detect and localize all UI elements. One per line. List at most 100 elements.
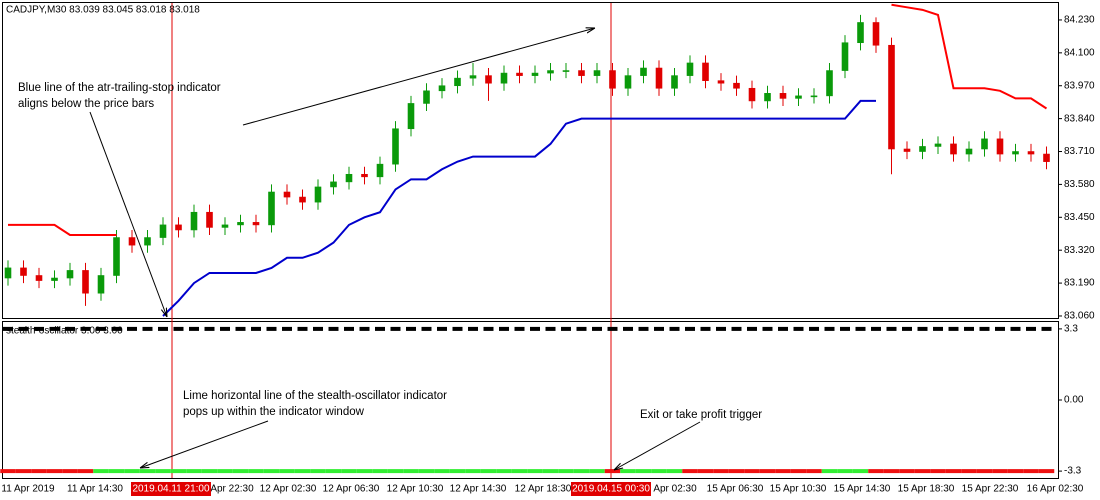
x-tick-label: Apr 22:30 xyxy=(210,484,254,495)
candle-body xyxy=(97,275,105,294)
x-tick-label: 12 Apr 06:30 xyxy=(323,484,380,495)
candle-body xyxy=(748,87,756,102)
candle-body xyxy=(206,211,213,228)
chart-title: CADJPY,M30 83.039 83.045 83.018 83.018 xyxy=(6,5,200,16)
x-tick-label: 12 Apr 02:30 xyxy=(260,484,317,495)
candle-body xyxy=(51,277,58,281)
annotation: Blue line of the atr-trailing-stop indic… xyxy=(18,82,221,94)
x-tick-label: 11 Apr 2019 xyxy=(1,484,55,495)
candle-body xyxy=(965,148,973,155)
candle-body xyxy=(469,75,477,79)
candle-body xyxy=(903,148,911,152)
y-tick-label: 83.710 xyxy=(1064,146,1095,157)
candle-body xyxy=(547,70,554,74)
candle-body xyxy=(221,224,229,228)
candle-body xyxy=(82,270,89,294)
arrow xyxy=(614,421,701,470)
candle-body xyxy=(950,143,957,155)
candle-body xyxy=(981,138,988,150)
candle-body xyxy=(113,237,120,276)
annotation: aligns below the price bars xyxy=(18,98,154,110)
candle-body xyxy=(826,70,833,97)
annotation: Exit or take profit trigger xyxy=(640,409,762,421)
candle-body xyxy=(407,103,415,130)
candle-body xyxy=(702,62,709,81)
candle-body xyxy=(593,70,601,76)
candle-body xyxy=(159,224,167,238)
candle-body xyxy=(392,128,399,165)
x-tick-label: 15 Apr 22:30 xyxy=(962,484,1019,495)
candle-body xyxy=(144,237,151,246)
candle-body xyxy=(764,93,771,102)
candle-body xyxy=(66,270,74,279)
candle-body xyxy=(283,191,291,198)
candle-body xyxy=(423,90,430,104)
arrow xyxy=(242,28,595,126)
candle-body xyxy=(175,224,182,231)
annotation: Lime horizontal line of the stealth-osci… xyxy=(183,390,447,402)
candle-body xyxy=(655,67,663,89)
candle-body xyxy=(640,67,647,76)
candle-body xyxy=(733,82,740,89)
x-tick-label: 15 Apr 10:30 xyxy=(770,484,827,495)
candle-body xyxy=(190,211,198,231)
y-tick-label: 83.190 xyxy=(1064,278,1095,289)
x-tick-label: 15 Apr 06:30 xyxy=(707,484,764,495)
candle-body xyxy=(578,70,585,76)
candle-body xyxy=(128,237,136,246)
candle-body xyxy=(795,95,802,99)
candle-body xyxy=(841,42,849,71)
x-tick-label: Apr 02:30 xyxy=(653,484,697,495)
candle-body xyxy=(624,75,632,89)
y-tick-label: 84.100 xyxy=(1064,47,1095,58)
candle-body xyxy=(361,173,368,178)
x-tick-label: 11 Apr 14:30 xyxy=(67,484,123,495)
y-tick-label: 83.970 xyxy=(1064,80,1095,91)
candle-body xyxy=(686,62,694,76)
y-tick-label: 3.3 xyxy=(1064,324,1078,335)
y-tick-label: 83.060 xyxy=(1064,311,1095,322)
cursor-label-bg xyxy=(571,482,651,496)
x-tick-label: 16 Apr 02:30 xyxy=(1027,484,1084,495)
candle-body xyxy=(888,44,895,150)
candle-body xyxy=(671,75,678,89)
candle-body xyxy=(934,143,942,147)
y-tick-label: 83.840 xyxy=(1064,113,1095,124)
candle-body xyxy=(454,77,461,87)
candle-body xyxy=(268,191,275,226)
indicator-title: stealth-oscillator 3.00 3.00 xyxy=(6,326,123,337)
x-tick-label: 12 Apr 18:30 xyxy=(515,484,572,495)
main-frame xyxy=(2,2,1059,319)
x-tick-label: 15 Apr 14:30 xyxy=(834,484,891,495)
candle-body xyxy=(330,181,337,188)
y-tick-label: 83.450 xyxy=(1064,212,1095,223)
candle-body xyxy=(252,222,260,226)
candle-body xyxy=(919,146,926,152)
candle-body xyxy=(857,22,864,44)
cursor-label: 2019.04.11 21:00 xyxy=(132,484,210,495)
candle-body xyxy=(609,70,616,89)
candle-body xyxy=(4,267,12,279)
candle-body xyxy=(438,85,446,92)
indicator-line xyxy=(8,3,1048,237)
candle-body xyxy=(1027,151,1035,155)
candle-body xyxy=(1043,153,1050,162)
candle-body xyxy=(299,196,306,203)
candle-body xyxy=(35,275,43,281)
arrow xyxy=(89,111,167,317)
candle-body xyxy=(810,95,818,98)
candle-body xyxy=(531,72,539,76)
candle-body xyxy=(376,163,384,178)
cursor-label: 2019.04.15 00:30 xyxy=(572,484,650,495)
plot-area: 84.230 84.100 83.970 83.840 83.710 83.580 83.4… xyxy=(0,3,1095,496)
x-tick-label: 12 Apr 14:30 xyxy=(450,484,507,495)
cursor-label-bg xyxy=(131,482,211,496)
y-tick-label: 84.230 xyxy=(1064,15,1095,26)
y-tick-label: 0.00 xyxy=(1064,395,1084,406)
candle-body xyxy=(562,70,570,72)
candle-body xyxy=(20,267,27,276)
candle-body xyxy=(500,72,508,84)
candle-body xyxy=(345,173,353,183)
candle-body xyxy=(314,186,322,203)
